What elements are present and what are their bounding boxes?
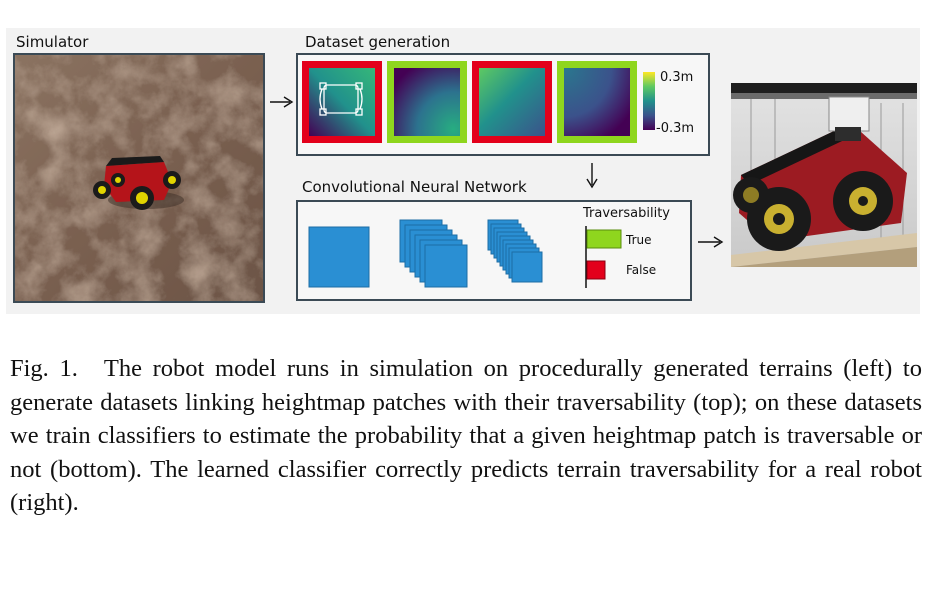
false-probability-bar xyxy=(586,260,606,280)
patch-untraversable-1 xyxy=(302,61,382,143)
true-probability-bar xyxy=(586,229,622,249)
patch-traversable-2 xyxy=(557,61,637,143)
cnn-layers xyxy=(308,219,543,288)
simulated-robot xyxy=(93,156,184,210)
traversability-title: Traversability xyxy=(583,206,670,221)
true-label: True xyxy=(626,233,652,247)
input-layer xyxy=(308,226,370,288)
caption-text: The robot model runs in simulation on pr… xyxy=(10,355,922,516)
colorbar-max-label: 0.3m xyxy=(660,70,694,85)
patch-untraversable-2 xyxy=(472,61,552,143)
arrow-right-icon xyxy=(698,236,724,248)
colorbar xyxy=(643,72,655,130)
arrow-down-icon xyxy=(586,163,598,189)
cnn-label: Convolutional Neural Network xyxy=(302,178,527,196)
arrow-right-icon xyxy=(270,96,294,108)
simulator-label: Simulator xyxy=(16,33,89,51)
real-robot-photo xyxy=(731,83,917,267)
conv-layer-stack-2 xyxy=(487,219,543,283)
colorbar-min-label: -0.3m xyxy=(656,121,695,136)
conv-layer-stack-1 xyxy=(399,219,468,288)
false-label: False xyxy=(626,263,657,277)
caption-figure-number: Fig. 1. xyxy=(10,355,78,382)
dataset-generation-label: Dataset generation xyxy=(305,33,451,51)
figure-caption: Fig. 1. The robot model runs in simulatio… xyxy=(10,352,922,520)
simulator-terrain-image xyxy=(13,53,265,303)
patch-traversable-1 xyxy=(387,61,467,143)
traversability-output-bars xyxy=(585,226,622,288)
heightmap-patches xyxy=(302,61,637,143)
